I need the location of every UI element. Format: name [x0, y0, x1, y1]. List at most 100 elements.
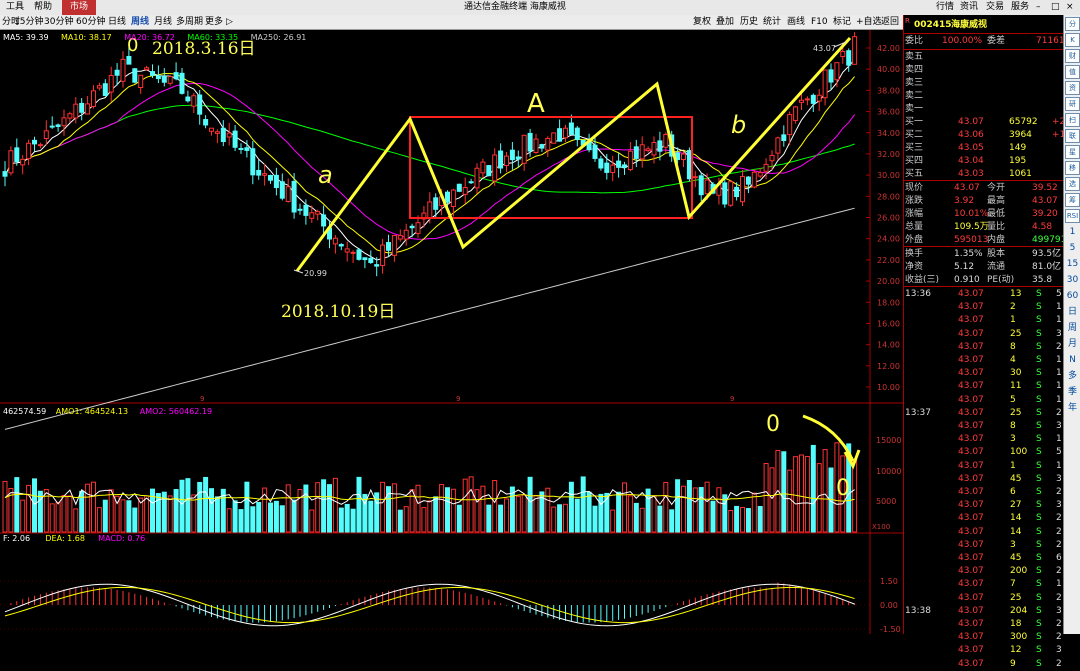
volume-bar	[67, 495, 73, 533]
side-tool-20-icon[interactable]: 月	[1067, 339, 1077, 349]
restore-rights-button[interactable]: 复权	[693, 17, 712, 27]
menu-market[interactable]: 市场	[62, 0, 97, 15]
period-tab-daily[interactable]: 日线	[108, 17, 127, 27]
period-tab-15min[interactable]: 15分钟	[14, 17, 44, 27]
side-tool-8-icon[interactable]: 星	[1065, 145, 1080, 159]
candle-body	[686, 150, 692, 180]
period-tab-30min[interactable]: 30分钟	[44, 17, 74, 27]
volume-bars	[2, 442, 858, 533]
candle-body	[704, 179, 710, 195]
period-tab-weekly[interactable]: 周线	[131, 17, 150, 27]
candle-body	[651, 142, 657, 156]
side-tool-22-icon[interactable]: 多	[1067, 371, 1077, 381]
volume-bar	[450, 488, 456, 533]
volume-circle-annotation: 0	[766, 412, 780, 437]
minimize-icon[interactable]: –	[1036, 2, 1041, 12]
menu-tools[interactable]: 工具	[6, 2, 25, 12]
side-tool-19-icon[interactable]: 周	[1067, 323, 1077, 333]
period-tab-60min[interactable]: 60分钟	[76, 17, 106, 27]
volume-bar	[185, 478, 191, 533]
period-tab-monthly[interactable]: 月线	[154, 17, 173, 27]
volume-bar	[309, 509, 315, 533]
candle-body	[386, 242, 391, 251]
volume-bar	[557, 504, 563, 533]
side-tool-18-icon[interactable]: 日	[1067, 307, 1077, 317]
stats-row: 外盘 595013 内盘 499791	[905, 235, 1067, 245]
mark-button[interactable]: 标记	[833, 17, 852, 27]
side-tool-24-icon[interactable]: 年	[1067, 403, 1077, 413]
f10-button[interactable]: F10	[811, 17, 828, 27]
volume-bar	[138, 497, 144, 533]
candle-body	[698, 175, 704, 196]
side-tool-11-icon[interactable]: 筹	[1065, 193, 1080, 207]
candle-body	[445, 191, 450, 203]
overlay-button[interactable]: 叠加	[716, 17, 735, 27]
maximize-icon[interactable]: □	[1051, 2, 1060, 12]
statistics-button[interactable]: 统计	[763, 17, 782, 27]
side-tool-23-icon[interactable]: 季	[1067, 387, 1077, 397]
side-tool-15-icon[interactable]: 15	[1066, 259, 1079, 269]
volume-bar	[509, 486, 515, 533]
side-tool-0-icon[interactable]: 分	[1065, 17, 1080, 31]
side-tool-21-icon[interactable]: N	[1069, 355, 1076, 365]
side-tool-1-icon[interactable]: K	[1065, 33, 1080, 47]
side-tool-13-icon[interactable]: 1	[1069, 227, 1076, 237]
tick-row: 43.07 25 S 3	[958, 328, 1062, 339]
side-tool-7-icon[interactable]: 联	[1065, 129, 1080, 143]
vol-ma2-line	[4, 493, 855, 502]
period-tab-intraday[interactable]: 分时	[2, 17, 21, 27]
candle-body	[775, 137, 781, 154]
macd-tick-label: 1.50	[880, 577, 898, 586]
close-icon[interactable]: ×	[1066, 2, 1074, 12]
back-button[interactable]: 返回	[881, 17, 900, 27]
side-toolbar: 分 K 财值资研扫联星移选筹 RSI 1 5 15 30 60 日周月 N 多季年	[1063, 15, 1080, 634]
volume-bar	[545, 487, 551, 533]
price-tick-label: 12.00	[877, 362, 900, 371]
side-tool-3-icon[interactable]: 值	[1065, 65, 1080, 79]
side-tool-4-icon[interactable]: 资	[1065, 81, 1080, 95]
candle-body	[397, 235, 403, 240]
period-tab-more[interactable]: 更多	[205, 17, 224, 27]
kline-chart[interactable]: 2018.3.16日 2018.10.19日 a Ab 0 0 0 42.00 40.00 38…	[0, 30, 903, 634]
period-tab-multi[interactable]: 多周期	[176, 17, 204, 27]
side-tool-5-icon[interactable]: 研	[1065, 97, 1080, 111]
menu-trade[interactable]: 交易	[986, 2, 1005, 12]
candle-body	[557, 128, 563, 142]
volume-bar	[303, 484, 309, 533]
menu-news[interactable]: 资讯	[960, 2, 979, 12]
candle-body	[627, 150, 633, 171]
tick-row: 43.07 18 S 2	[958, 619, 1062, 629]
ma250-line	[4, 207, 855, 430]
legend-item: 462574.59	[3, 407, 46, 416]
side-tool-14-icon[interactable]: 5	[1069, 243, 1076, 253]
volume-bar	[150, 488, 155, 533]
side-tool-17-icon[interactable]: 60	[1066, 291, 1079, 301]
candle-body	[91, 90, 96, 107]
side-tool-6-icon[interactable]: 扫	[1065, 113, 1080, 127]
candle-body	[173, 72, 179, 80]
legend-item: MA20: 36.72	[124, 33, 175, 42]
candle-body	[167, 76, 173, 84]
trend-zigzag	[295, 36, 852, 272]
menu-help[interactable]: 帮助	[34, 2, 53, 12]
draw-line-button[interactable]: 画线	[787, 17, 806, 27]
add-watchlist-button[interactable]: +自选	[856, 17, 882, 27]
volume-bar	[37, 490, 43, 533]
stats-row: 涨跌 3.92 最高 43.07	[905, 196, 1058, 206]
history-button[interactable]: 历史	[740, 17, 759, 27]
side-tool-9-icon[interactable]: 移	[1065, 161, 1080, 175]
menu-service[interactable]: 服务	[1011, 2, 1030, 12]
volume-bar	[79, 490, 85, 533]
candle-body	[433, 197, 439, 210]
volume-bar	[14, 477, 20, 533]
candle-body	[203, 119, 209, 126]
side-tool-10-icon[interactable]: 选	[1065, 177, 1080, 191]
side-tool-12-icon[interactable]: RSI	[1065, 209, 1080, 223]
menu-quotes[interactable]: 行情	[936, 2, 955, 12]
more-arrow-icon[interactable]: ▷	[226, 17, 233, 27]
candle-body	[840, 51, 846, 58]
price-tick-label: 26.00	[877, 214, 900, 223]
side-tool-16-icon[interactable]: 30	[1066, 275, 1079, 285]
side-tool-2-icon[interactable]: 财	[1065, 49, 1080, 63]
order-diff-value: 71161	[1036, 36, 1065, 46]
